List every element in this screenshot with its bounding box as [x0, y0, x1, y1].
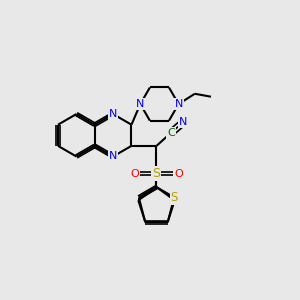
Text: N: N: [179, 117, 187, 127]
Text: N: N: [136, 99, 145, 109]
Text: S: S: [170, 191, 178, 204]
Text: S: S: [152, 167, 160, 180]
Text: O: O: [174, 169, 183, 179]
Text: N: N: [174, 99, 183, 109]
Text: N: N: [109, 109, 117, 119]
Text: O: O: [130, 169, 139, 179]
Text: C: C: [167, 128, 175, 138]
Text: N: N: [109, 152, 117, 161]
